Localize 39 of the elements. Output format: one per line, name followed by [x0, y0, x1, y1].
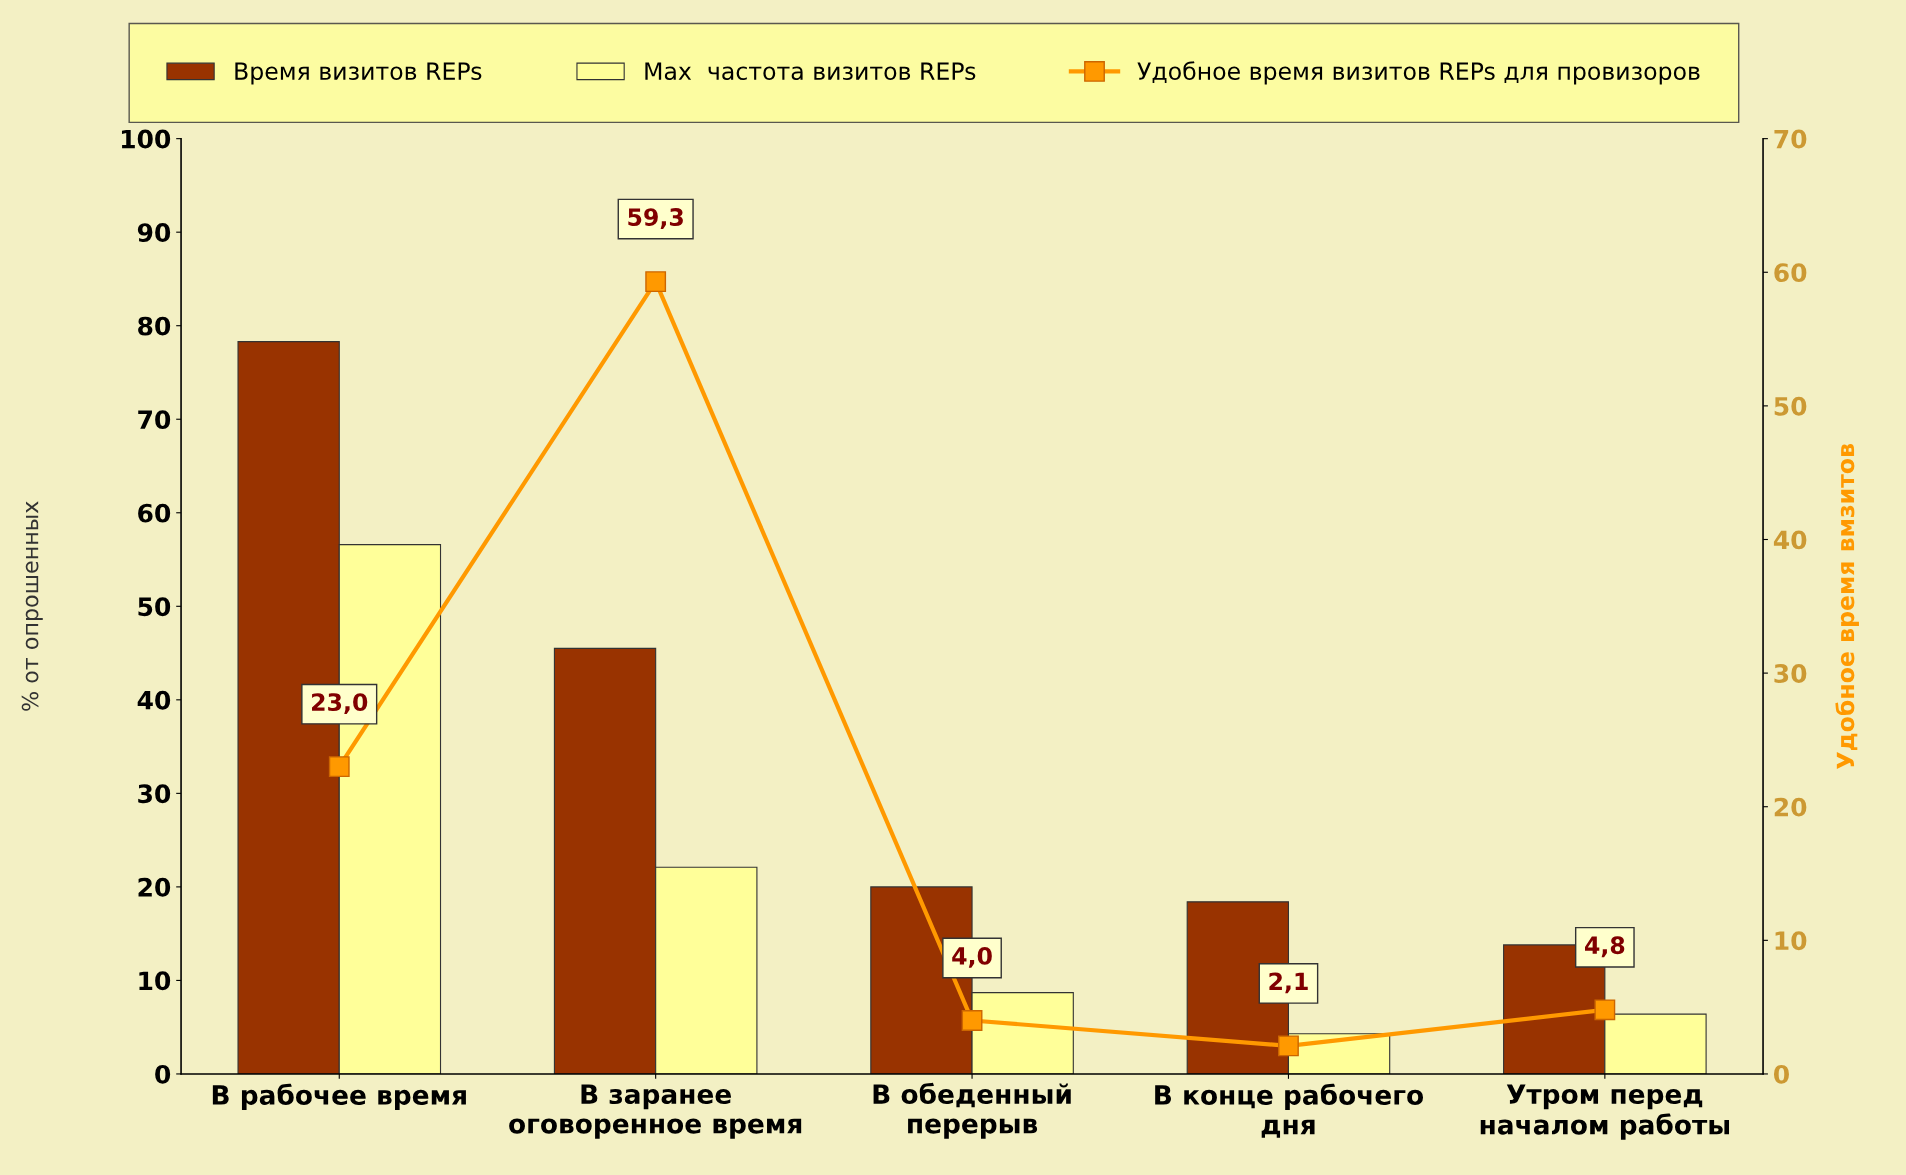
- y-tick-label: 90: [137, 223, 171, 243]
- y2-tick-label: 20: [1774, 797, 1807, 817]
- y2-tick-label: 0: [1773, 1064, 1789, 1084]
- data-label: 2,1: [1269, 972, 1308, 994]
- data-label: 59,3: [628, 208, 683, 229]
- legend-label: Время визитов REPs: [235, 62, 482, 85]
- y-axis-title: % от опрошенных: [21, 501, 43, 711]
- x-tick-label: В конце рабочего дня: [1155, 1083, 1424, 1138]
- x-tick-label: В заранее оговоренное время: [509, 1084, 802, 1139]
- y2-tick-label: 30: [1774, 664, 1807, 683]
- y-tick-label: 20: [138, 877, 171, 897]
- point: [328, 756, 350, 778]
- y-tick-label: 0: [155, 1064, 171, 1084]
- y-tick-label: 50: [138, 597, 171, 617]
- y-tick-label: 60: [138, 503, 171, 523]
- data-label: 4,0: [952, 947, 992, 968]
- y2-tick-label: 70: [1774, 129, 1807, 149]
- x-tick-label: В обеденный перерыв: [873, 1082, 1071, 1139]
- y-tick-label: 10: [139, 971, 171, 991]
- y2-tick-label: 50: [1774, 396, 1807, 416]
- y-tick-label: 70: [138, 410, 171, 430]
- y2-tick-label: 60: [1774, 263, 1807, 283]
- y-tick-label: 30: [138, 784, 171, 804]
- y2-axis-title: Удобное время вмзитов: [1835, 444, 1859, 769]
- data-label: 23,0: [312, 693, 368, 715]
- y2-tick-label: 10: [1775, 931, 1807, 951]
- y-tick-label: 40: [137, 690, 171, 710]
- point: [645, 271, 667, 293]
- y2-tick-label: 40: [1773, 530, 1807, 550]
- y-tick-label: 100: [121, 129, 171, 149]
- x-tick-label: Утром перед началом работы: [1480, 1084, 1730, 1140]
- point: [961, 1010, 983, 1031]
- x-tick-label: В рабочее время: [212, 1083, 466, 1111]
- y-tick-label: 80: [138, 316, 171, 336]
- data-label: 4,8: [1585, 936, 1625, 958]
- legend-label: Удобное время визитов REPs для провизоров: [1137, 61, 1700, 85]
- legend-label: Max частота визитов REPs: [645, 62, 976, 81]
- point: [1278, 1035, 1299, 1057]
- point: [1594, 999, 1616, 1021]
